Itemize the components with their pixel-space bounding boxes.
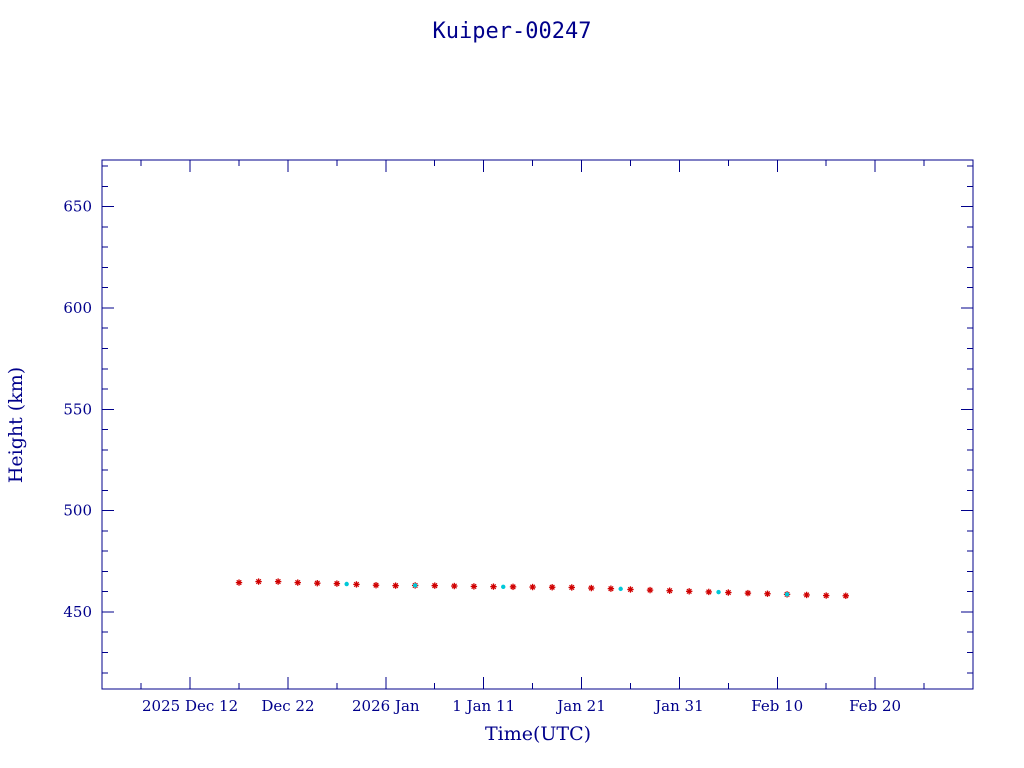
data-point [255, 578, 262, 585]
data-point [764, 590, 771, 597]
data-point [235, 579, 243, 586]
data-point [823, 592, 830, 599]
data-point [716, 589, 721, 595]
data-point [509, 583, 517, 591]
x-tick-label: Feb 10 [751, 697, 803, 715]
series-1 [344, 581, 790, 597]
data-point [548, 584, 556, 591]
data-point [744, 589, 752, 597]
data-point [618, 586, 623, 592]
y-axis-label: Height (km) [5, 367, 27, 483]
data-point [333, 580, 341, 587]
data-point [529, 583, 536, 591]
data-point [784, 592, 790, 597]
x-tick-label: 1 Jan 11 [452, 697, 515, 715]
series-0 [235, 578, 849, 599]
x-tick-label: 2025 Dec 12 [142, 697, 238, 715]
x-tick-label: Dec 22 [261, 697, 314, 715]
axis-tick-labels: 450 500 550 600 650 2025 Dec 12 Dec 22 2026 Jan… [63, 198, 901, 715]
data-point [725, 589, 732, 596]
y-tick-label: 500 [63, 502, 92, 520]
data-point [412, 583, 418, 588]
data-point [490, 583, 497, 590]
x-axis-label: Time(UTC) [485, 723, 591, 745]
chart-title: Kuiper-00247 [433, 19, 592, 44]
data-point [451, 582, 458, 590]
axis-ticks [102, 160, 973, 689]
data-series [235, 578, 849, 599]
data-point [431, 582, 438, 589]
y-tick-label: 600 [63, 299, 92, 317]
data-point [627, 586, 634, 593]
data-point [353, 581, 360, 588]
data-point [705, 588, 712, 596]
data-point [344, 581, 349, 587]
data-point [470, 583, 478, 590]
x-tick-label: 2026 Jan [352, 697, 420, 715]
data-point [274, 578, 282, 585]
data-point [607, 585, 615, 592]
data-point [803, 591, 810, 599]
data-point [685, 588, 693, 595]
data-point [372, 582, 380, 589]
data-point [588, 584, 595, 592]
y-tick-label: 650 [63, 198, 92, 216]
data-point [392, 582, 399, 589]
y-tick-label: 550 [63, 400, 92, 418]
data-point [294, 579, 301, 586]
x-tick-label: Jan 21 [555, 697, 605, 715]
data-point [314, 580, 321, 587]
data-point [501, 584, 506, 590]
data-point [842, 592, 849, 599]
plot-frame [101, 159, 974, 690]
data-point [666, 587, 673, 594]
x-tick-label: Jan 31 [653, 697, 703, 715]
x-tick-label: Feb 20 [849, 697, 901, 715]
data-point [568, 584, 575, 591]
y-tick-label: 450 [63, 603, 92, 621]
data-point [646, 586, 654, 594]
